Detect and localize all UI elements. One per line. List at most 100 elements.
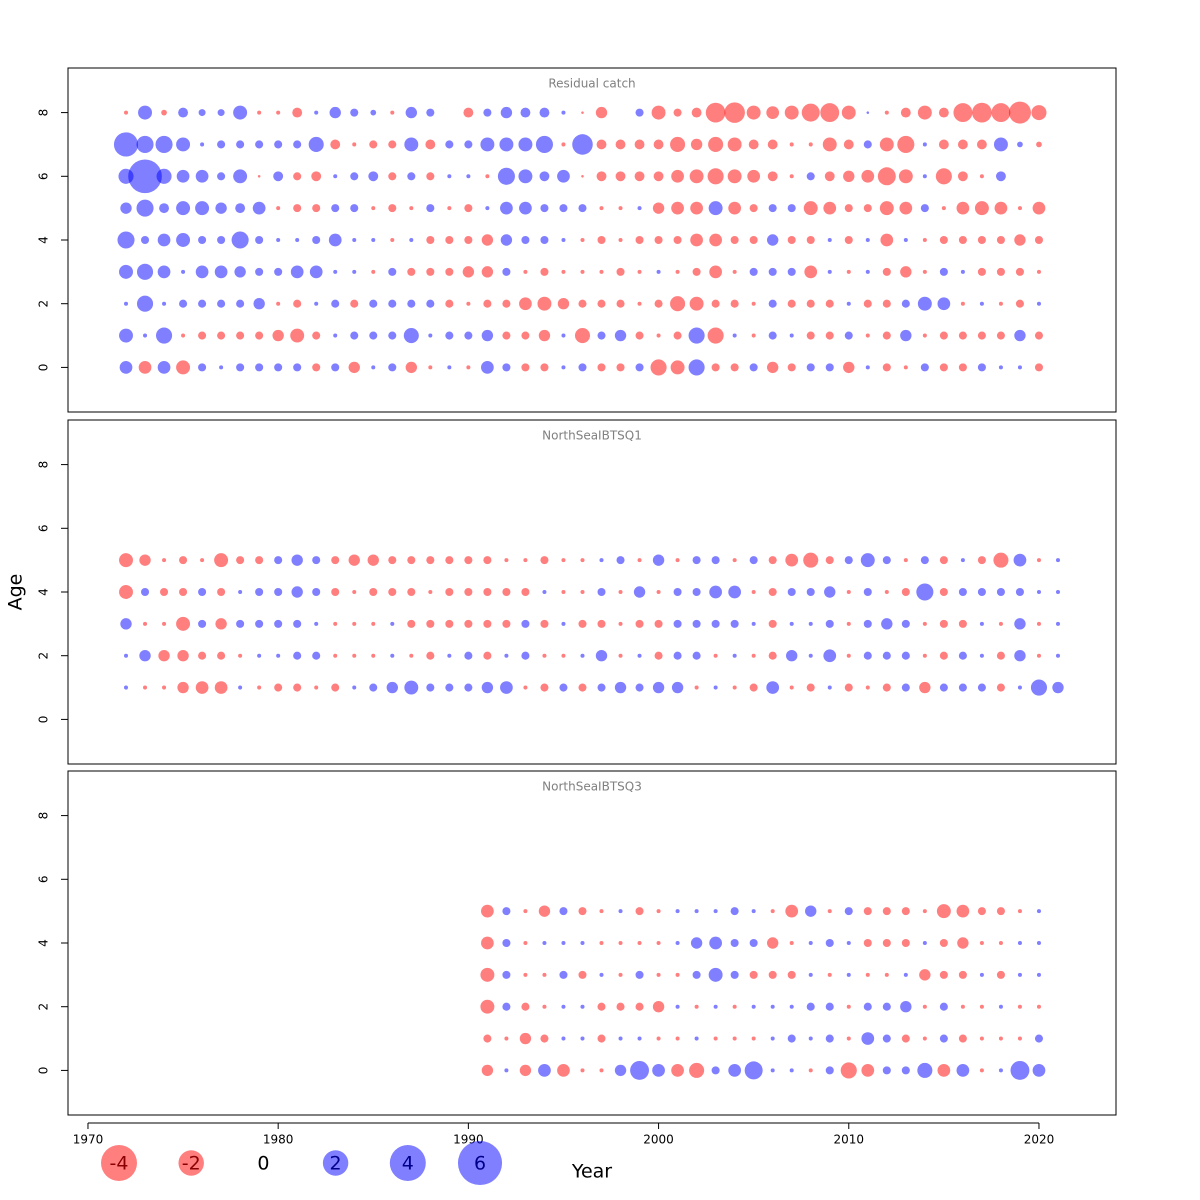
bubble (519, 1064, 532, 1077)
bubble (635, 108, 644, 117)
bubble (390, 653, 395, 658)
bubble (820, 103, 840, 123)
bubble (901, 651, 910, 660)
bubble (827, 269, 832, 274)
bubble (935, 168, 952, 185)
bubble (635, 1002, 644, 1011)
bubble (328, 233, 342, 247)
bubble (844, 907, 853, 916)
bubble (900, 107, 911, 118)
bubble (504, 1036, 509, 1041)
bubble (749, 363, 758, 372)
bubble (616, 267, 625, 276)
bubble (276, 653, 281, 658)
bubble (637, 653, 642, 658)
bubble (673, 651, 682, 660)
bubble (920, 556, 929, 565)
bubble (808, 1068, 813, 1073)
y-tick-label: 6 (37, 172, 51, 180)
bubble (744, 1061, 763, 1080)
bubble (960, 269, 965, 274)
bubble (138, 361, 152, 374)
bubble (956, 904, 970, 918)
bubble (751, 301, 756, 306)
bubble (803, 552, 819, 568)
bubble (673, 587, 682, 597)
bubble (255, 363, 264, 372)
bubble (766, 106, 780, 119)
bubble (580, 1068, 585, 1073)
bubble (939, 970, 948, 979)
bubble (898, 169, 913, 184)
bubble (177, 681, 189, 694)
bubble (863, 204, 872, 213)
bubble (920, 363, 929, 372)
bubble (882, 331, 891, 340)
bubble (217, 109, 225, 117)
bubble (179, 587, 188, 597)
bubble (523, 685, 528, 690)
bubble (1036, 141, 1042, 148)
legend-label: 6 (474, 1153, 486, 1175)
bubble (428, 365, 433, 370)
bubble (253, 298, 265, 310)
bubble (768, 267, 777, 276)
bubble (371, 206, 376, 211)
bubble (274, 587, 283, 597)
bubble (599, 1068, 604, 1073)
bubble (979, 301, 984, 306)
bubble (597, 363, 606, 372)
bubble (635, 683, 644, 692)
bubble (615, 139, 626, 150)
bubble (252, 201, 266, 215)
bubble (500, 106, 513, 119)
bubble (827, 909, 832, 914)
bubble (561, 110, 566, 115)
bubble (1052, 681, 1064, 694)
bubble (614, 329, 627, 342)
bubble (709, 233, 722, 247)
bubble (713, 1036, 718, 1041)
bubble (785, 904, 799, 918)
bubble (371, 237, 376, 243)
bubble (578, 619, 587, 628)
bubble (730, 299, 739, 308)
bubble (331, 363, 340, 372)
legend-label: -4 (110, 1153, 129, 1175)
x-tick-label: 2010 (833, 1133, 864, 1147)
bubble (671, 1064, 684, 1077)
y-tick-label: 6 (37, 524, 51, 532)
bubble (789, 142, 794, 147)
bubble (293, 683, 302, 692)
bubble (789, 1004, 794, 1009)
legend-bubble (457, 1140, 503, 1186)
bubble (595, 106, 608, 119)
bubble (409, 206, 414, 211)
bubble (291, 554, 303, 566)
bubble (840, 1062, 857, 1079)
bubble (917, 105, 932, 120)
bubble (688, 359, 705, 376)
bubble (614, 681, 627, 694)
bubble (540, 235, 549, 245)
bubble (618, 972, 623, 977)
bubble (749, 970, 758, 979)
bubble (979, 940, 984, 946)
bubble (787, 204, 796, 213)
bubble (956, 1064, 970, 1077)
bubble (652, 1064, 665, 1077)
bubble (922, 909, 927, 914)
bubble (156, 168, 172, 184)
bubble (445, 587, 454, 597)
bubble (846, 589, 851, 595)
bubble (293, 140, 302, 149)
bubble (882, 651, 891, 660)
bubble (901, 1034, 910, 1043)
bubble (916, 583, 934, 601)
bubble (480, 967, 495, 982)
bubble (1015, 299, 1024, 308)
bubble (195, 169, 209, 183)
bubble (181, 333, 186, 338)
bubble (428, 333, 433, 338)
bubble (352, 685, 357, 690)
